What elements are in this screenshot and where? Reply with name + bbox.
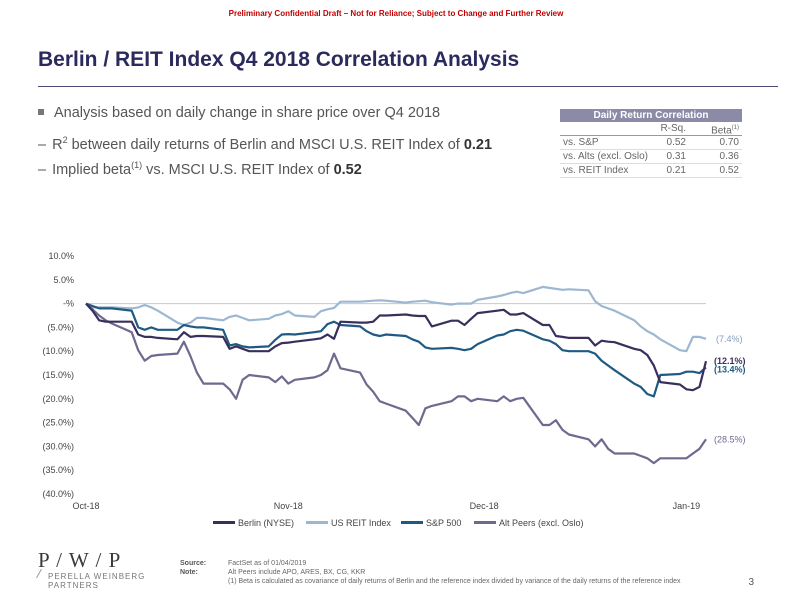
- y-tick-label: (30.0%): [42, 441, 74, 451]
- legend-item-sp500: S&P 500: [401, 518, 461, 528]
- y-tick-label: 10.0%: [48, 251, 74, 261]
- pwp-logo: P / W / P PERELLA WEINBERG PARTNERS: [36, 548, 144, 590]
- y-tick-label: (5.0%): [47, 322, 74, 332]
- peers-note: Note: Alt Peers include APO, ARES, BX, CG…: [180, 569, 366, 576]
- title-divider: [38, 86, 778, 87]
- x-tick-label: Nov-18: [274, 501, 303, 511]
- page-number: 3: [748, 577, 754, 588]
- x-tick-label: Dec-18: [470, 501, 499, 511]
- table-row: vs. REIT Index 0.21 0.52: [560, 164, 742, 178]
- correlation-table-title: Daily Return Correlation: [560, 109, 742, 122]
- logo-mark: P / W / P: [38, 548, 122, 572]
- y-tick-label: (10.0%): [42, 346, 74, 356]
- y-tick-label: -%: [63, 299, 74, 309]
- y-tick-label: (20.0%): [42, 394, 74, 404]
- legend-item-reit: US REIT Index: [306, 518, 391, 528]
- page-title: Berlin / REIT Index Q4 2018 Correlation …: [38, 48, 520, 71]
- series-line-berlin-nyse: [85, 302, 708, 392]
- table-row: vs. Alts (excl. Oslo) 0.31 0.36: [560, 150, 742, 164]
- confidential-banner: Preliminary Confidential Draft – Not for…: [228, 9, 564, 18]
- end-data-label: (12.1%): [714, 356, 746, 366]
- legend-item-alt-peers: Alt Peers (excl. Oslo): [474, 518, 584, 528]
- series-line-alt-peers-excl-oslo: [85, 302, 707, 465]
- bullet-implied-beta: – Implied beta(1) vs. MSCI U.S. REIT Inde…: [38, 160, 362, 178]
- legend-swatch: [213, 521, 235, 525]
- correlation-table: Daily Return Correlation R-Sq. Beta(1) v…: [560, 109, 742, 178]
- source-note: Source: FactSet as of 01/04/2019: [180, 560, 307, 567]
- legend-swatch: [401, 521, 423, 525]
- table-row: vs. S&P 0.52 0.70: [560, 136, 742, 150]
- y-tick-label: 5.0%: [53, 275, 74, 285]
- square-bullet-icon: [38, 109, 44, 116]
- end-data-label: (28.5%): [714, 434, 746, 444]
- end-data-label: (13.4%): [714, 364, 746, 374]
- y-tick-label: (25.0%): [42, 418, 74, 428]
- legend-swatch: [306, 521, 328, 525]
- y-tick-label: (35.0%): [42, 465, 74, 475]
- end-data-label: (7.4%): [716, 334, 743, 344]
- y-tick-label: (40.0%): [42, 489, 74, 499]
- x-tick-label: Jan-19: [673, 501, 701, 511]
- bullet-r-squared: – R2 between daily returns of Berlin and …: [38, 135, 493, 153]
- y-tick-label: (15.0%): [42, 370, 74, 380]
- logo-name-line2: PARTNERS: [48, 581, 99, 590]
- series-line-us-reit-index: [85, 285, 707, 353]
- beta-footnote: (1) Beta is calculated as covariance of …: [228, 578, 681, 585]
- legend-swatch: [474, 521, 496, 525]
- bullet-main: Analysis based on daily change in share …: [38, 105, 440, 121]
- logo-name-line1: PERELLA WEINBERG: [48, 572, 146, 581]
- legend-item-berlin: Berlin (NYSE): [213, 518, 294, 528]
- correlation-table-header: R-Sq. Beta(1): [560, 122, 742, 136]
- series-line-s-p-500: [85, 302, 707, 398]
- col-rsq: R-Sq.: [660, 123, 686, 134]
- logo-slash-icon: [36, 568, 42, 579]
- col-beta: Beta(1): [711, 125, 739, 137]
- returns-line-chart: 10.0% 5.0% -% (5.0%) (10.0%) (15.0%) (20.0%) (2…: [42, 251, 746, 511]
- x-tick-label: Oct-18: [72, 501, 99, 511]
